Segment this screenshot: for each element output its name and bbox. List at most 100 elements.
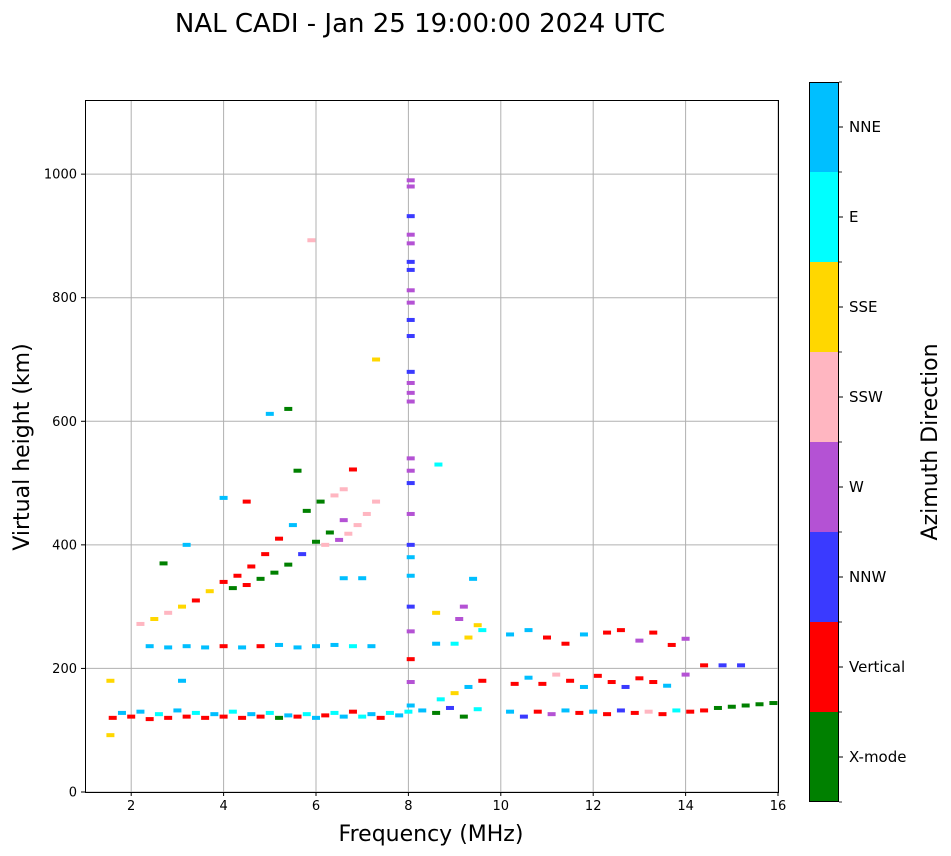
echo-point [108, 715, 117, 720]
echo-point [330, 642, 339, 647]
echo-point [247, 712, 256, 717]
echo-point [432, 610, 441, 615]
x-tick-label: 2 [127, 799, 135, 814]
echo-point [150, 617, 159, 621]
echo-point [201, 715, 210, 720]
echo-point [406, 380, 415, 385]
echo-point [434, 462, 443, 467]
echo-point [210, 712, 219, 717]
echo-point [344, 531, 353, 536]
echo-point [464, 684, 473, 689]
echo-point [406, 369, 415, 374]
echo-point [298, 552, 307, 557]
echo-point [589, 709, 598, 714]
x-tick-label: 8 [404, 799, 412, 814]
echo-point [145, 717, 154, 722]
echo-point [593, 673, 602, 678]
echo-point [238, 715, 247, 720]
echo-point [348, 644, 357, 649]
echo-point [406, 542, 415, 547]
echo-point [718, 663, 727, 668]
echo-point [667, 642, 676, 647]
echo-point [727, 704, 736, 709]
colorbar-segment [809, 532, 839, 622]
echo-point [455, 617, 464, 621]
echo-point [621, 684, 630, 689]
colorbar-label: NNE [849, 118, 881, 136]
colorbar-segment [809, 442, 839, 532]
echo-point [406, 214, 415, 219]
echo-point [686, 709, 695, 714]
colorbar: X-mode Vertical NNW W SSW SSE E NNE [809, 81, 906, 803]
echo-point [406, 703, 415, 708]
echo-point [406, 456, 415, 461]
echo-point [473, 623, 482, 628]
colorbar-title: Azimuth Direction [918, 343, 943, 540]
y-tick-label: 400 [52, 538, 77, 553]
echo-point [658, 712, 667, 717]
echo-point [406, 399, 415, 404]
echo-point [367, 644, 376, 649]
echo-point [566, 678, 575, 683]
echo-point [603, 712, 612, 717]
echo-point [406, 481, 415, 486]
echo-point [348, 709, 357, 714]
colorbar-segment [809, 352, 839, 442]
y-axis: 0 200 400 600 800 1000 [44, 168, 85, 801]
echo-point [406, 300, 415, 305]
colorbar-segment [809, 622, 839, 712]
echo-point [288, 523, 297, 528]
echo-point [473, 707, 482, 712]
echo-point [478, 628, 487, 633]
echo-point [219, 495, 228, 500]
colorbar-label: NNW [849, 568, 886, 586]
echo-point [406, 680, 415, 685]
echo-point [284, 713, 293, 718]
echo-point [741, 703, 750, 708]
echo-point [136, 621, 145, 626]
echo-point [256, 644, 265, 649]
echo-point [265, 710, 274, 715]
echo-point [242, 499, 251, 504]
echo-point [406, 232, 415, 237]
echo-point [372, 357, 381, 362]
echo-point [649, 630, 658, 635]
echo-point [182, 714, 191, 719]
series-group [436, 663, 746, 702]
echo-point [406, 241, 415, 246]
echo-point [275, 642, 284, 647]
echo-point [275, 715, 284, 720]
chart-title: NAL CADI - Jan 25 19:00:00 2024 UTC [175, 9, 665, 39]
echo-point [293, 645, 302, 650]
x-tick-label: 10 [493, 799, 510, 814]
echo-point [672, 708, 681, 713]
colorbar-label: X-mode [849, 748, 906, 766]
series-group [406, 178, 415, 708]
echo-point [205, 589, 214, 594]
echo-point [348, 467, 357, 472]
echo-point [524, 628, 533, 633]
echo-point [117, 710, 126, 715]
echo-point [630, 710, 639, 715]
echo-point [603, 630, 612, 635]
echo-point [547, 712, 556, 717]
echo-point [436, 697, 445, 702]
echo-point [561, 708, 570, 713]
colorbar-label: W [849, 478, 864, 496]
echo-point [519, 714, 528, 719]
echo-point [312, 644, 320, 649]
echo-point [524, 675, 533, 680]
echo-point [261, 552, 270, 557]
echo-point [445, 705, 454, 710]
echo-point [506, 632, 515, 637]
echo-point [330, 710, 339, 715]
echo-point [579, 632, 588, 637]
y-tick-label: 800 [52, 291, 77, 306]
echo-point [755, 702, 764, 707]
echo-point [367, 712, 376, 717]
echo-point [275, 536, 284, 541]
echo-point [406, 334, 415, 339]
echo-point [238, 645, 247, 650]
echo-point [404, 709, 413, 714]
echo-point [552, 672, 561, 677]
